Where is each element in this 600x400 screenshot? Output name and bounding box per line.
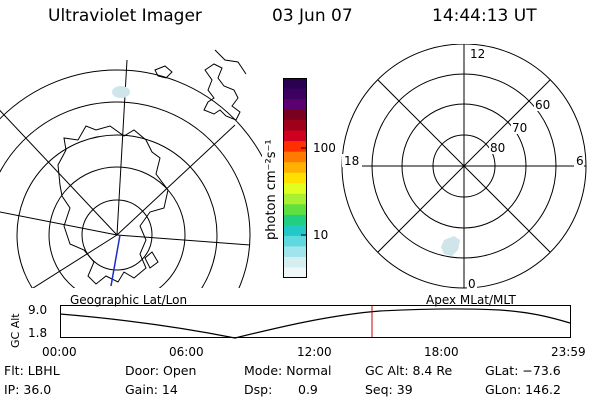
- altitude-plot: [60, 305, 571, 339]
- status-flt: Flt: LBHL: [4, 363, 60, 378]
- altitude-ytick-bottom: 1.8: [28, 326, 48, 340]
- status-glat: GLat: −73.6: [485, 363, 561, 378]
- colorbar-swatch: [283, 88, 307, 100]
- status-dsp-label: Dsp:: [244, 382, 273, 397]
- time-tick-1200: 12:00: [297, 345, 332, 359]
- altitude-ylabel: GC Alt: [9, 313, 22, 348]
- colorbar-swatch: [283, 120, 307, 132]
- time-label: 14:44:13 UT: [432, 6, 537, 26]
- lat-circle: [16, 134, 218, 288]
- colorbar-tick-100: 100: [313, 141, 336, 155]
- mlt-line: [377, 79, 551, 253]
- satellite-track: [110, 234, 121, 287]
- colorbar-unit: photon cm⁻²s⁻¹: [264, 139, 279, 240]
- colorbar-swatch: [283, 193, 307, 205]
- colorbar-swatch: [283, 109, 307, 121]
- colorbar-swatch: [283, 151, 307, 163]
- lat-circle: [48, 166, 186, 288]
- colorbar-swatch: [283, 162, 307, 174]
- geographic-map: [0, 49, 262, 288]
- mlat-label-60: 60: [535, 98, 550, 112]
- coastline: [203, 63, 241, 121]
- colorbar-swatch: [283, 246, 307, 258]
- colorbar-swatch: [283, 267, 307, 278]
- time-tick-0000: 00:00: [42, 345, 77, 359]
- lat-circle: [0, 69, 262, 158]
- coastline: [154, 65, 173, 79]
- colorbar-swatch: [283, 225, 307, 237]
- status-gain: Gain: 14: [125, 382, 178, 397]
- mlt-label-12: 12: [470, 47, 485, 61]
- coastline: [214, 49, 247, 75]
- time-tick-2359: 23:59: [551, 345, 586, 359]
- mlat-mlt-map: 12 18 6 0 60 70 80: [341, 44, 587, 291]
- colorbar-swatch: [283, 130, 307, 142]
- coastline: [144, 251, 159, 269]
- mlt-label-6: 6: [576, 154, 584, 168]
- status-door: Door: Open: [125, 363, 197, 378]
- left-map-caption: Geographic Lat/Lon: [70, 293, 188, 307]
- colorbar-swatch: [283, 204, 307, 216]
- colorbar-tick-10: 10: [313, 228, 329, 242]
- meridian: [0, 109, 118, 236]
- instrument-title: Ultraviolet Imager: [48, 6, 202, 26]
- status-mode: Mode: Normal: [244, 363, 332, 378]
- aurora-patch: [112, 86, 130, 98]
- colorbar-swatch: [283, 141, 307, 153]
- aurora-patch: [441, 236, 460, 256]
- meridian: [116, 124, 236, 236]
- time-tick-1800: 18:00: [424, 345, 459, 359]
- lat-circle: [0, 101, 251, 288]
- color-bar: [283, 78, 307, 278]
- status-gc-alt: GC Alt: 8.4 Re: [365, 363, 453, 378]
- status-ip: IP: 36.0: [4, 382, 52, 397]
- time-tick-0600: 06:00: [169, 345, 204, 359]
- colorbar-swatch: [283, 214, 307, 226]
- antarctica-coastline: [57, 125, 169, 285]
- colorbar-swatch: [283, 172, 307, 184]
- date-label: 03 Jun 07: [272, 6, 353, 26]
- altitude-ytick-top: 9.0: [28, 303, 48, 317]
- meridian: [0, 211, 118, 236]
- colorbar-swatch: [283, 235, 307, 247]
- status-seq: Seq: 39: [365, 382, 413, 397]
- mlt-label-18: 18: [344, 154, 359, 168]
- colorbar-swatch: [283, 256, 307, 268]
- right-map-caption: Apex MLat/MLT: [426, 293, 516, 307]
- meridian: [116, 234, 251, 246]
- mlat-label-70: 70: [512, 121, 527, 135]
- colorbar-swatch: [283, 183, 307, 195]
- meridian: [32, 234, 118, 288]
- mlat-label-80: 80: [490, 141, 505, 155]
- lat-circle: [81, 199, 153, 271]
- status-dsp-value: 0.9: [298, 382, 318, 397]
- colorbar-swatch: [283, 78, 307, 90]
- altitude-curve: [60, 308, 571, 339]
- colorbar-swatch: [283, 99, 307, 111]
- status-glon: GLon: 146.2: [485, 382, 561, 397]
- mlt-label-0: 0: [468, 277, 476, 291]
